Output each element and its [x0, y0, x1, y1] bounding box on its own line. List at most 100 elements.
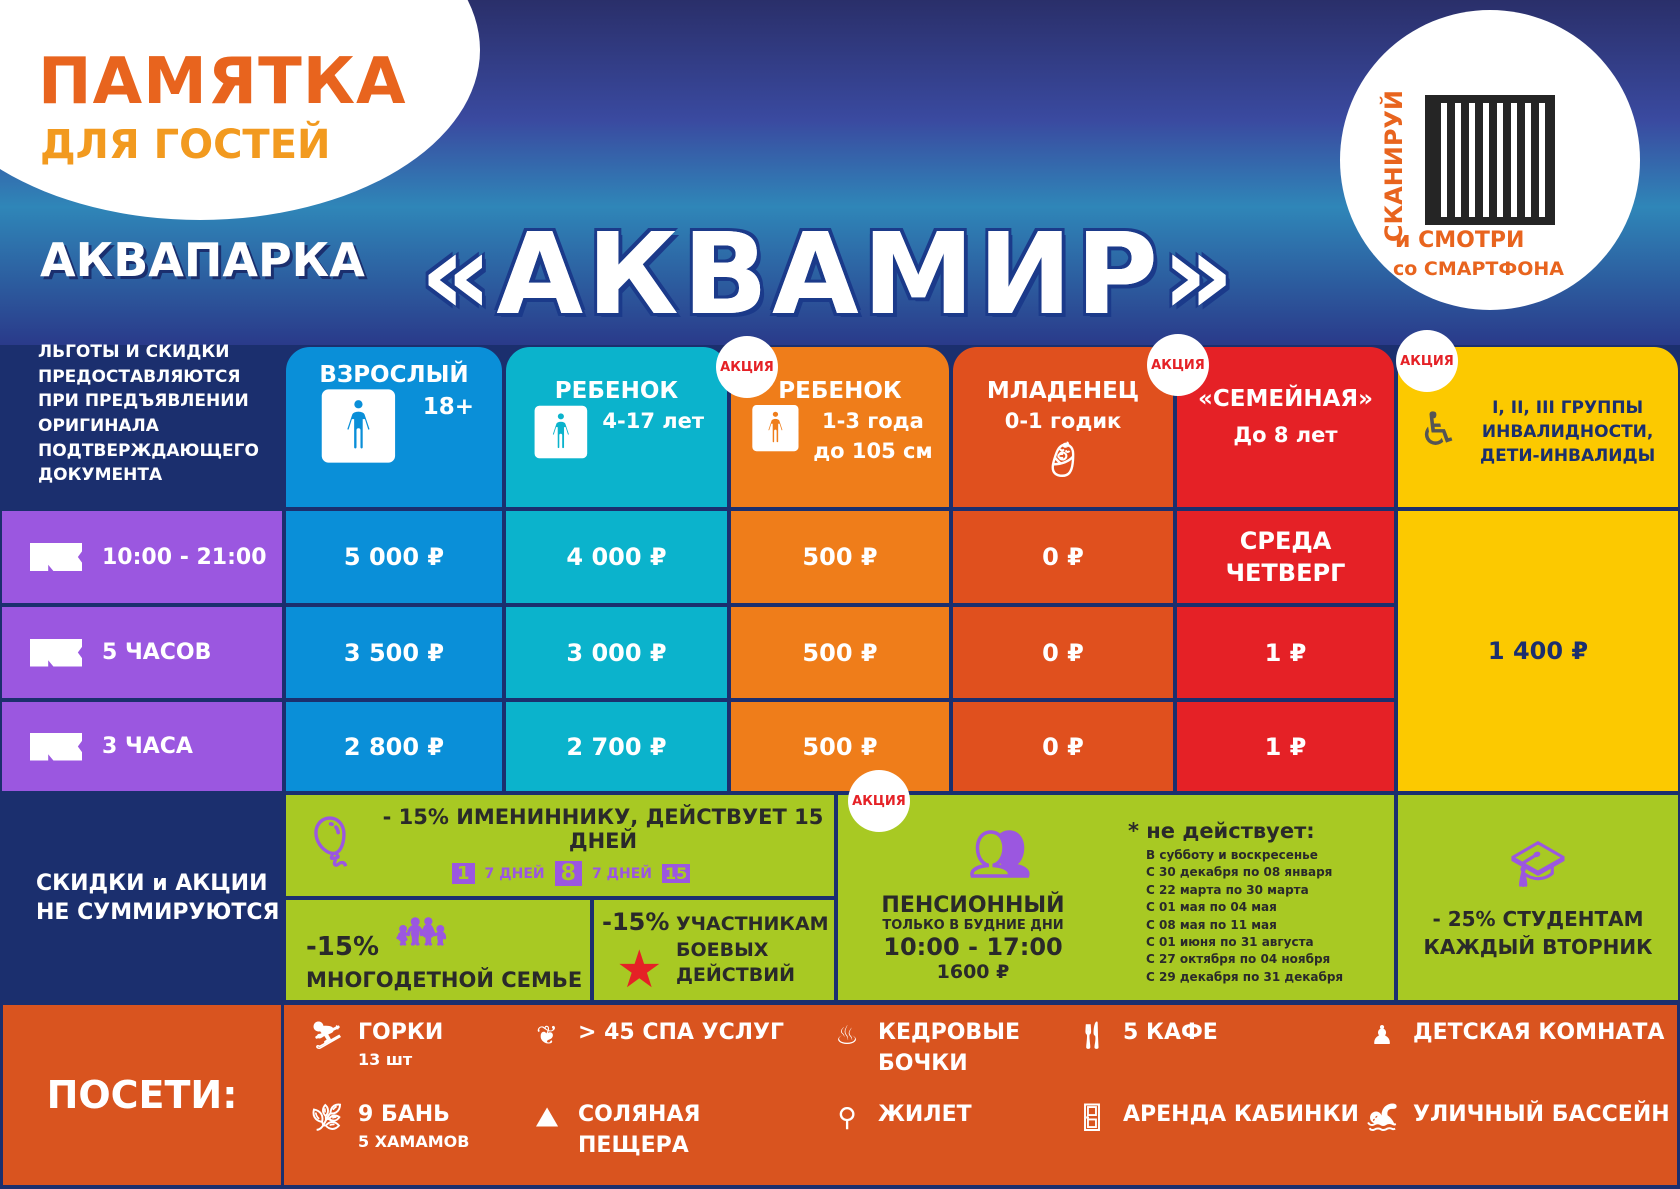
door-icon: 🚪︎	[1075, 1103, 1109, 1133]
calendar-icon: 1	[452, 863, 475, 884]
price-cell: 0 ₽	[951, 509, 1175, 605]
pension-discount: 👥︎ ПЕНСИОННЫЙ ТОЛЬКО В БУДНИЕ ДНИ 10:00 …	[836, 793, 1396, 1002]
calendar-icon: 8	[554, 861, 582, 886]
students-discount: 🎓︎ - 25% СТУДЕНТАМ КАЖДЫЙ ВТОРНИК	[1396, 793, 1680, 1002]
col-sub: 18+	[422, 394, 475, 421]
pool-icon: 🏊︎	[1365, 1103, 1399, 1133]
large-family-discount: -15% 👪︎ МНОГОДЕТНОЙ СЕМЬЕ	[284, 898, 592, 1002]
price-cell: 3 000 ₽	[504, 605, 729, 700]
crawling-baby-icon: 👶︎	[1041, 439, 1085, 480]
exception-item: С 01 мая по 04 мая	[1146, 900, 1277, 915]
header-infant: МЛАДЕНЕЦ 0-1 годик 👶︎	[951, 345, 1175, 509]
qr-line2: со СМАРТФОНА	[1393, 258, 1564, 280]
birthday-text: - 15% ИМЕНИННИКУ, ДЕЙСТВУЕТ 15 ДНЕЙ	[382, 805, 824, 853]
discount-text: УЧАСТНИКАМ БОЕВЫХ ДЕЙСТВИЙ	[676, 913, 829, 987]
exception-item: С 08 мая по 11 мая	[1146, 917, 1277, 932]
duration-label: 10:00 - 21:00	[102, 544, 267, 570]
note-line: ПРЕДОСТАВЛЯЮТСЯ	[38, 366, 241, 387]
col-sub: 1-3 года	[822, 409, 924, 434]
col-title: ВЗРОСЛЫЙ	[319, 362, 469, 388]
exception-item: С 22 марта по 30 марта	[1146, 882, 1309, 897]
promo-badge: АКЦИЯ	[1147, 334, 1209, 396]
ticket-icon	[30, 543, 82, 571]
price-cell: 0 ₽	[951, 605, 1175, 700]
col-sub: 4-17 лет	[602, 409, 705, 434]
adult-icon: 🚹︎	[313, 385, 403, 468]
facility-item: ♟︎ ДЕТСКАЯ КОМНАТА	[1365, 1018, 1664, 1054]
col-title: МЛАДЕНЕЦ	[986, 378, 1140, 404]
price-cell: 3 500 ₽	[284, 605, 504, 700]
qr-code[interactable]	[1425, 95, 1555, 225]
exceptions-title: * не действует:	[1128, 819, 1315, 843]
col-title: «СЕМЕЙНАЯ»	[1198, 386, 1373, 412]
price-cell: 500 ₽	[729, 605, 951, 700]
price-cell: 1 400 ₽	[1396, 509, 1680, 793]
facility-label: СОЛЯНАЯ ПЕЩЕРА	[578, 1102, 701, 1158]
price-cell: 500 ₽	[729, 509, 951, 605]
duration-label: 5 ЧАСОВ	[102, 640, 212, 665]
child-icon: ♟︎	[1370, 1021, 1394, 1051]
promo-badge: АКЦИЯ	[848, 770, 910, 832]
height-ruler-icon: 🚹︎	[747, 403, 804, 455]
cutlery-icon: 🍴︎	[1075, 1021, 1109, 1051]
facility-label: > 45 СПА УСЛУГ	[578, 1020, 784, 1045]
broom-icon: 🌿︎	[310, 1103, 344, 1133]
days-gap: 7 ДНЕЙ	[484, 865, 545, 882]
price-cell: 2 800 ₽	[284, 700, 504, 793]
facility-sub: 13 шт	[358, 1049, 413, 1069]
family-days: СРЕДА ЧЕТВЕРГ	[1175, 509, 1396, 605]
cave-icon: ⛰︎	[536, 1103, 558, 1133]
facility-label: 9 БАНЬ	[358, 1102, 450, 1127]
label-line: СКИДКИ и АКЦИИ	[36, 871, 268, 896]
exception-item: С 29 декабря по 31 декабря	[1146, 969, 1344, 984]
note-line: ОРИГИНАЛА	[38, 415, 159, 436]
facility-label: ГОРКИ	[358, 1020, 444, 1045]
slide-icon: ⛷︎	[310, 1021, 344, 1051]
pension-hours: 10:00 - 17:00	[883, 933, 1063, 961]
facility-item: ⛷︎ ГОРКИ 13 шт	[310, 1018, 443, 1071]
days-gap: 7 ДНЕЙ	[591, 865, 653, 882]
discount-text: МНОГОДЕТНОЙ СЕМЬЕ	[306, 968, 583, 992]
calendar-icon: 15	[662, 864, 691, 883]
facility-label: 5 КАФЕ	[1123, 1020, 1218, 1045]
facility-item: 🍴︎ 5 КАФЕ	[1075, 1018, 1218, 1054]
col-title: I, II, III ГРУППЫ ИНВАЛИДНОСТИ, ДЕТИ-ИНВ…	[1479, 398, 1656, 466]
facility-item: ❦ > 45 СПА УСЛУГ	[530, 1018, 784, 1054]
brand-name: «АКВАМИР»	[420, 210, 1239, 340]
spa-icon: ❦	[536, 1021, 558, 1051]
visit-section	[0, 1002, 1680, 1188]
duration-3h: 3 ЧАСА	[0, 700, 284, 793]
note-line: ЛЬГОТЫ И СКИДКИ	[38, 342, 230, 362]
price-cell: 1 ₽	[1175, 605, 1396, 700]
facility-item: 🏊︎ УЛИЧНЫЙ БАССЕЙН	[1365, 1100, 1670, 1136]
star-icon: ★	[616, 940, 663, 1000]
left-note: ЛЬГОТЫ И СКИДКИ ПРЕДОСТАВЛЯЮТСЯ ПРИ ПРЕД…	[38, 340, 259, 488]
title-line1: ПАМЯТКА	[38, 45, 407, 119]
facility-item: ⚲ ЖИЛЕТ	[830, 1100, 971, 1136]
note-line: ДОКУМЕНТА	[38, 465, 163, 486]
pension-price: 1600 ₽	[936, 961, 1010, 983]
facility-item: 🚪︎ АРЕНДА КАБИНКИ	[1075, 1100, 1358, 1136]
pension-title: ПЕНСИОННЫЙ	[881, 893, 1065, 918]
exception-item: С 01 июня по 31 августа	[1146, 934, 1314, 949]
visit-label: ПОСЕТИ:	[0, 1002, 284, 1188]
facility-item: ⛰︎ СОЛЯНАЯ ПЕЩЕРА	[530, 1100, 728, 1162]
facility-label: УЛИЧНЫЙ БАССЕЙН	[1413, 1102, 1670, 1127]
exception-item: С 30 декабря по 08 января	[1146, 865, 1333, 880]
pensioners-icon: 👥︎	[968, 825, 1032, 883]
ticket-icon	[30, 638, 82, 667]
barrel-icon: ♨︎	[835, 1021, 859, 1051]
label-line: НЕ СУММИРУЮТСЯ	[36, 899, 280, 925]
col-title: РЕБЕНОК	[778, 378, 902, 404]
birthday-discount: 🎈︎ - 15% ИМЕНИННИКУ, ДЕЙСТВУЕТ 15 ДНЕЙ 1…	[284, 793, 836, 898]
price-cell: 4 000 ₽	[504, 509, 729, 605]
left-note-box	[0, 345, 284, 509]
promo-badge: АКЦИЯ	[716, 336, 778, 398]
facility-item: ♨︎ КЕДРОВЫЕ БОЧКИ	[830, 1018, 1028, 1080]
duration-label: 3 ЧАСА	[102, 734, 193, 759]
vest-icon: ⚲	[837, 1103, 857, 1133]
col-sub2: до 105 см	[813, 438, 933, 463]
header-adult: ВЗРОСЛЫЙ 🚹︎ 18+	[284, 345, 504, 509]
col-title: РЕБЕНОК	[554, 378, 679, 404]
col-sub: До 8 лет	[1233, 423, 1338, 448]
